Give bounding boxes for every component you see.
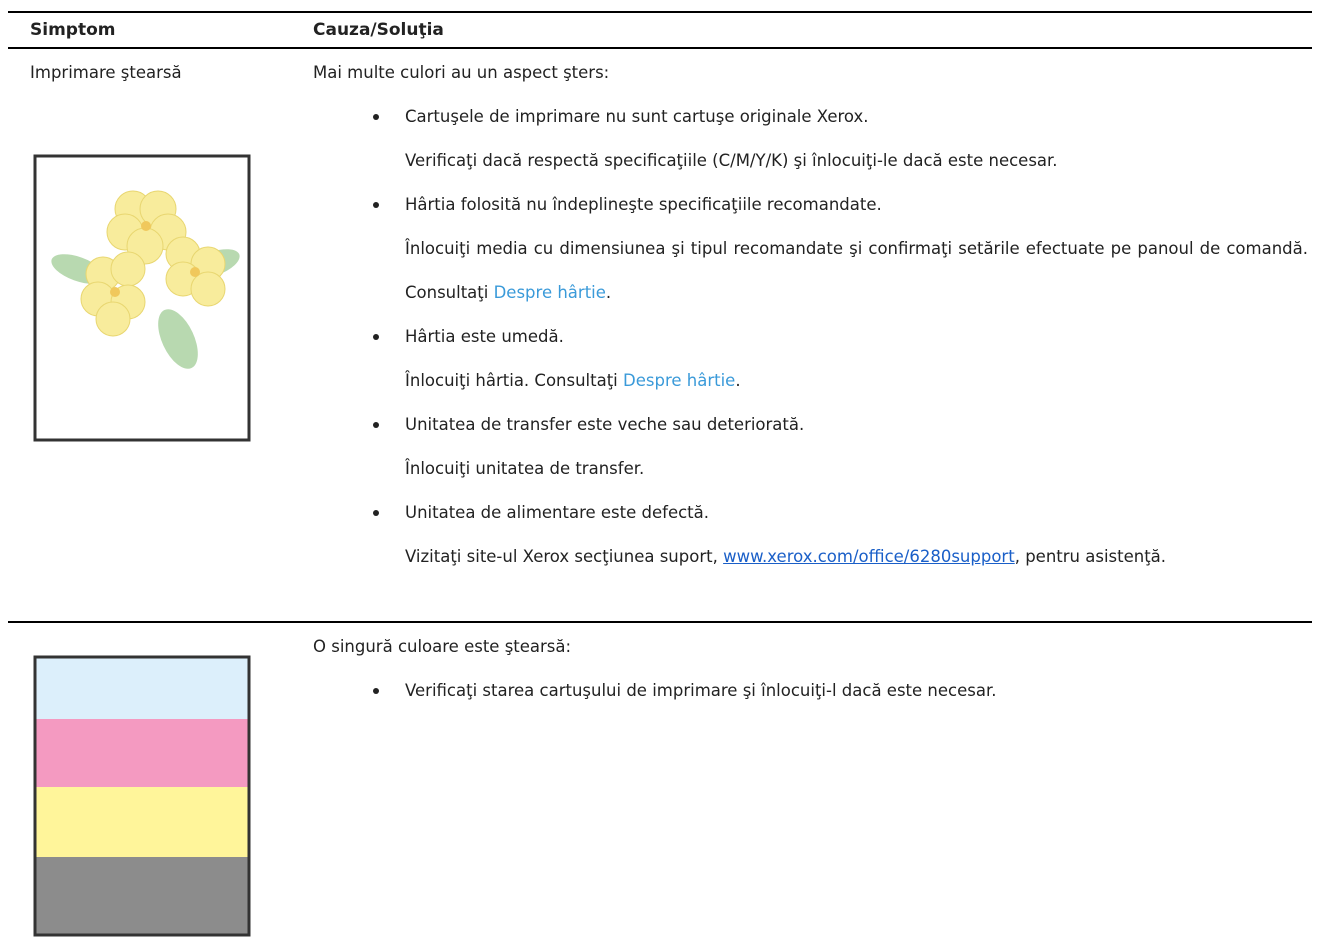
single-color-image [33, 655, 251, 937]
header-cell: Simptom [30, 20, 116, 40]
solution: Vizitaţi site-ul Xerox secţiunea suport,… [313, 535, 1308, 579]
solution-text: Înlocuiţi media cu dimensiunea şi tipul … [405, 239, 1308, 302]
cause-column: Mai multe culori au un aspect şters: Cart… [313, 51, 1308, 579]
problem: Unitatea de alimentare este defectă. [313, 491, 1308, 535]
solution-text: . [605, 283, 612, 302]
problem: Unitatea de transfer este veche sau dete… [313, 403, 1308, 447]
symptom: Imprimare ştearsă [30, 63, 182, 82]
solution-text: , pentru asistenţă. [1014, 547, 1167, 566]
link[interactable]: Despre hârtie [623, 371, 736, 390]
rule [8, 47, 1312, 49]
problem: Hârtia folosită nu îndeplineşte specific… [313, 183, 1308, 227]
rule [8, 11, 1312, 13]
solution-text: Înlocuiţi unitatea de transfer. [405, 459, 645, 478]
solution-text: . [735, 371, 741, 390]
solution: Verificaţi dacă respectă specificaţiile … [313, 139, 1308, 183]
solution: Înlocuiţi hârtia. Consultaţi Despre hârt… [313, 359, 1308, 403]
intro: O singură culoare este ştearsă: [313, 637, 572, 656]
solution: Înlocuiţi media cu dimensiunea şi tipul … [313, 227, 1308, 315]
solution-text: Vizitaţi site-ul Xerox secţiunea suport, [405, 547, 724, 566]
problem: Verificaţi starea cartuşului de imprimar… [313, 669, 1308, 713]
problem: Cartuşele de imprimare nu sunt cartuşe o… [313, 95, 1308, 139]
header-cell: Cauza/Soluţia [313, 20, 444, 40]
intro: Mai multe culori au un aspect şters: [313, 63, 610, 82]
url-link[interactable]: www.xerox.com/office/6280support [723, 547, 1015, 566]
solution-text: Verificaţi dacă respectă specificaţiile … [405, 151, 1058, 170]
rule [8, 621, 1312, 623]
cause-column: O singură culoare este ştearsă: Verificaţ… [313, 625, 1308, 713]
solution: Înlocuiţi unitatea de transfer. [313, 447, 1308, 491]
faded-print-image [33, 154, 251, 442]
solution-text: Înlocuiţi hârtia. Consultaţi [405, 371, 624, 390]
problem: Hârtia este umedă. [313, 315, 1308, 359]
link[interactable]: Despre hârtie [493, 283, 606, 302]
